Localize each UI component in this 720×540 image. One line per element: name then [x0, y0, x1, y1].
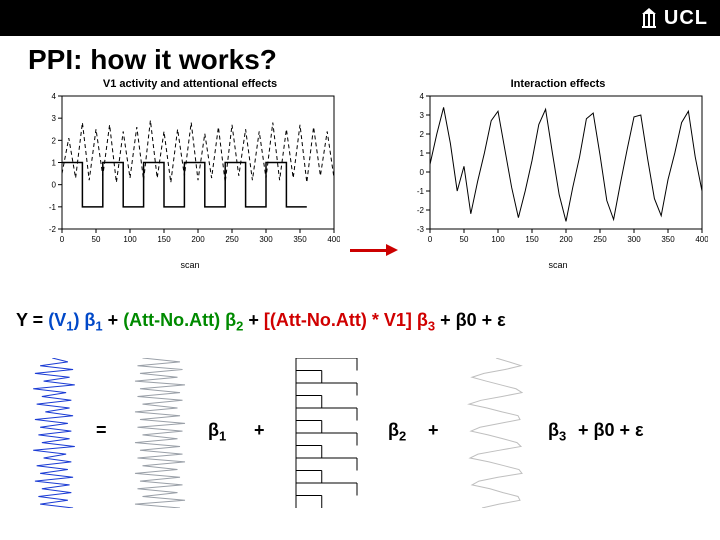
- svg-text:400: 400: [327, 235, 340, 244]
- regressor-beta2: β2: [388, 420, 406, 444]
- slide-title: PPI: how it works?: [0, 36, 720, 80]
- plot-left: V1 activity and attentional effects 0 50 1…: [40, 80, 340, 250]
- svg-text:300: 300: [259, 235, 273, 244]
- svg-text:3: 3: [420, 111, 425, 120]
- plots-row: V1 activity and attentional effects 0 50 1…: [0, 80, 720, 280]
- plot-left-xlabel: scan: [180, 260, 199, 270]
- eq-v1: (V1) β1: [48, 310, 102, 330]
- regressors-row: = β1 + β2 + β3 + β0 + ε: [8, 350, 718, 520]
- arrow-icon: [350, 245, 400, 255]
- svg-text:0: 0: [52, 181, 57, 190]
- svg-text:100: 100: [123, 235, 137, 244]
- svg-text:300: 300: [627, 235, 641, 244]
- ucl-dome-icon: [640, 7, 658, 29]
- header-bar: UCL: [0, 0, 720, 36]
- svg-text:100: 100: [491, 235, 505, 244]
- svg-text:-2: -2: [49, 225, 57, 234]
- regressor-plus1: +: [254, 420, 265, 441]
- svg-text:0: 0: [428, 235, 433, 244]
- svg-text:4: 4: [52, 92, 57, 101]
- svg-text:150: 150: [157, 235, 171, 244]
- svg-text:350: 350: [661, 235, 675, 244]
- svg-text:-1: -1: [49, 203, 57, 212]
- equation: Y = (V1) β1 + (Att-No.Att) β2 + [(Att-No…: [16, 310, 706, 334]
- eq-tail: + β0 + ε: [440, 310, 506, 330]
- svg-text:200: 200: [191, 235, 205, 244]
- svg-text:3: 3: [52, 114, 57, 123]
- svg-text:-2: -2: [417, 206, 425, 215]
- svg-text:200: 200: [559, 235, 573, 244]
- svg-text:150: 150: [525, 235, 539, 244]
- regressor-equals: =: [96, 420, 107, 441]
- regressor-beta3: β3: [548, 420, 566, 444]
- eq-y: Y =: [16, 310, 48, 330]
- svg-text:50: 50: [460, 235, 469, 244]
- svg-text:1: 1: [420, 149, 425, 158]
- svg-text:250: 250: [225, 235, 239, 244]
- svg-text:4: 4: [420, 92, 425, 101]
- svg-text:-1: -1: [417, 187, 425, 196]
- plot-right-xlabel: scan: [548, 260, 567, 270]
- svg-text:350: 350: [293, 235, 307, 244]
- eq-int: [(Att-No.Att) * V1] β3: [264, 310, 435, 330]
- plot-right-title: Interaction effects: [511, 78, 606, 90]
- eq-plus2: +: [248, 310, 264, 330]
- plot-left-title: V1 activity and attentional effects: [103, 78, 277, 90]
- plot-right: Interaction effects 0 50 100 150 200 250 300 35…: [408, 80, 708, 250]
- eq-att: (Att-No.Att) β2: [123, 310, 243, 330]
- regressor-tail: + β0 + ε: [578, 420, 644, 441]
- svg-text:-3: -3: [417, 225, 425, 234]
- svg-text:2: 2: [420, 130, 425, 139]
- svg-text:0: 0: [420, 168, 425, 177]
- svg-text:50: 50: [92, 235, 101, 244]
- svg-text:400: 400: [695, 235, 708, 244]
- regressor-beta1: β1: [208, 420, 226, 444]
- eq-plus1: +: [108, 310, 124, 330]
- svg-text:0: 0: [60, 235, 65, 244]
- regressor-plus2: +: [428, 420, 439, 441]
- brand-text: UCL: [664, 7, 708, 30]
- svg-text:2: 2: [52, 136, 57, 145]
- svg-text:250: 250: [593, 235, 607, 244]
- svg-text:1: 1: [52, 159, 57, 168]
